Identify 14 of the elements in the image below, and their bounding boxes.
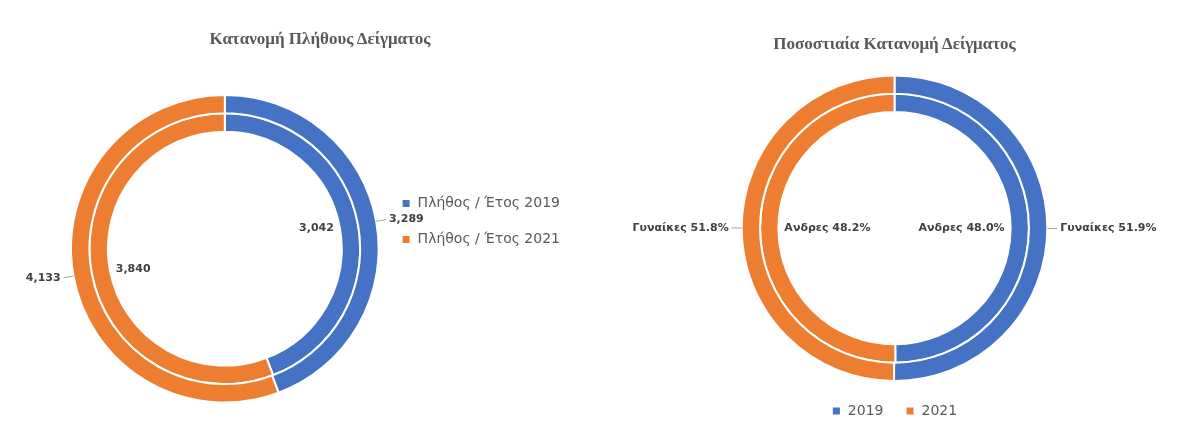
legend-label: 2019 <box>847 401 884 418</box>
data-label: Ανδρες 48.0% <box>918 220 1005 234</box>
data-label: 3,289 <box>388 212 424 226</box>
data-label: Γυναίκες 51.8% <box>632 220 729 234</box>
chart-title: Κατανομή Πλήθους Δείγματος <box>209 28 432 48</box>
data-label: Ανδρες 48.2% <box>784 221 871 235</box>
chart-title: Ποσοστιαία Κατανομή Δείγματος <box>773 33 1017 53</box>
legend-label: Πλήθος / Έτος 2019 <box>417 194 560 211</box>
data-label: 3,042 <box>299 221 334 235</box>
data-label: Γυναίκες 51.9% <box>1060 221 1157 235</box>
data-label: 4,133 <box>25 270 61 284</box>
legend-label: Πλήθος / Έτος 2021 <box>417 230 560 247</box>
legend-label: 2021 <box>921 401 958 418</box>
data-label: 3,840 <box>115 261 151 275</box>
